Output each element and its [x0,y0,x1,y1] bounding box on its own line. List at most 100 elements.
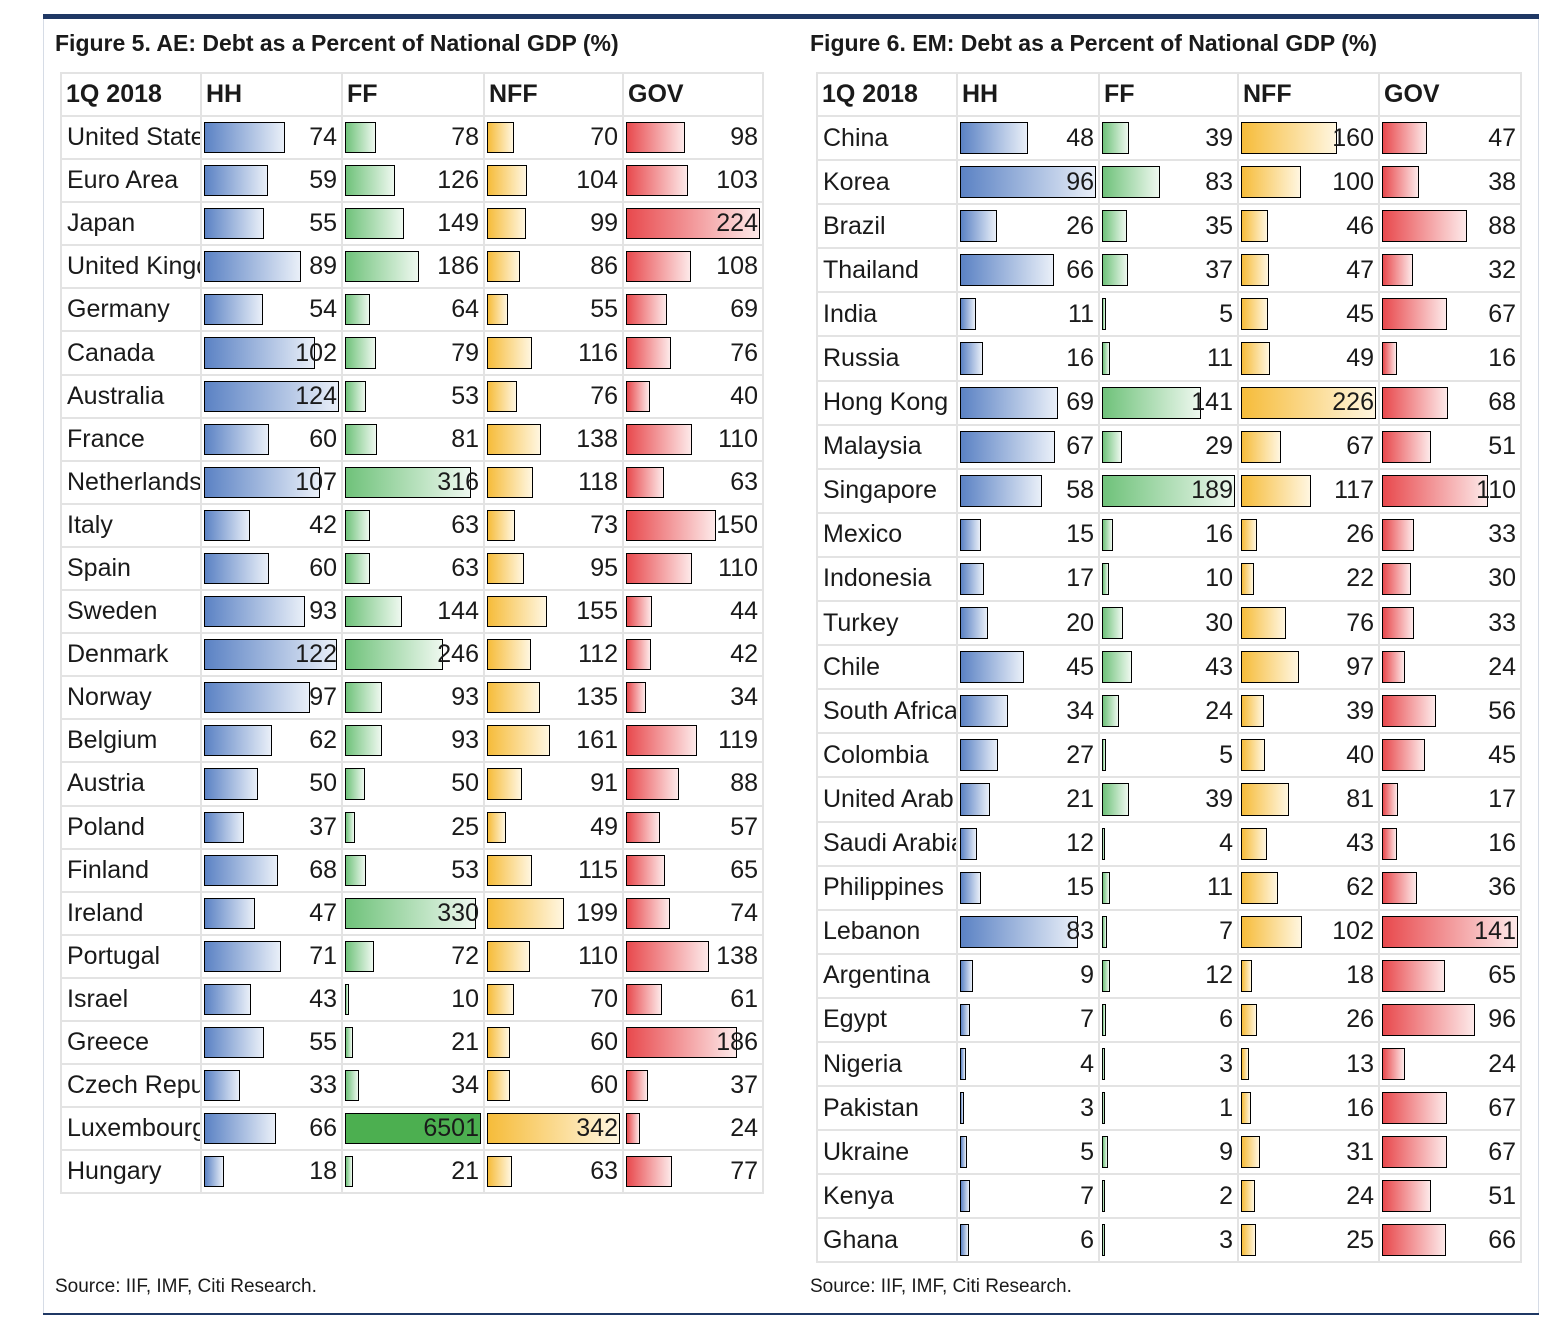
value-label-hh: 21 [1066,784,1094,813]
bar-gov [1382,122,1427,155]
cell-ff: 3 [1098,1040,1239,1088]
country-label: Philippines [816,864,958,911]
value-label-gov: 24 [730,1114,758,1143]
country-label: Sweden [60,589,202,635]
value-label-nff: 31 [1346,1137,1374,1166]
value-label-nff: 47 [1346,255,1374,284]
bar-nff [487,294,508,326]
cell-gov: 24 [1378,1040,1522,1088]
bar-ff [345,466,471,498]
value-label-gov: 56 [1488,696,1516,725]
bar-gov [1382,915,1518,948]
value-label-nff: 70 [590,984,618,1013]
bar-gov [626,294,667,326]
cell-nff: 91 [483,761,624,807]
bar-hh [204,639,337,671]
bar-gov [626,768,679,800]
table-row: Egypt 7 6 26 96 [816,996,1522,1043]
bar-hh [960,254,1054,287]
bar-gov [1382,1003,1475,1036]
value-label-nff: 63 [590,1157,618,1186]
bar-nff [1241,298,1268,331]
value-label-nff: 91 [590,769,618,798]
value-label-hh: 66 [309,1114,337,1143]
cell-hh: 60 [200,416,343,462]
value-label-hh: 45 [1066,652,1094,681]
bar-gov [1382,695,1436,728]
bar-nff [487,165,527,197]
cell-gov: 150 [622,502,764,548]
country-label: Czech Republic [60,1063,202,1109]
bar-nff [487,596,547,628]
header-row: 1Q 2018 HH FF NFF GOV [60,72,764,117]
bar-ff [1102,827,1105,860]
cell-hh: 4 [956,1040,1100,1088]
bar-gov [626,208,760,240]
cell-nff: 160 [1237,114,1380,162]
bar-ff [1102,1136,1108,1169]
country-label: France [60,416,202,462]
value-label-nff: 99 [590,209,618,238]
value-label-gov: 17 [1488,784,1516,813]
bar-hh [204,682,310,714]
value-label-ff: 30 [1205,608,1233,637]
bar-ff [345,122,376,154]
bar-ff [345,208,404,240]
cell-gov: 61 [622,976,764,1022]
cell-gov: 33 [1378,511,1522,558]
bar-hh [204,294,263,326]
cell-hh: 18 [200,1149,343,1195]
bar-ff [345,940,374,972]
bar-hh [204,1026,264,1059]
cell-ff: 24 [1098,688,1239,735]
bar-gov [626,423,692,455]
cell-gov: 16 [1378,335,1522,382]
cell-hh: 42 [200,502,343,548]
bar-nff [487,811,506,843]
value-label-nff: 81 [1346,784,1374,813]
value-label-hh: 68 [309,855,337,884]
country-label: Nigeria [816,1040,958,1088]
table-row: France 60 81 138 110 [60,416,764,462]
cell-ff: 64 [341,287,485,333]
cell-ff: 21 [341,1019,485,1066]
bar-ff [1102,915,1107,948]
cell-nff: 155 [483,589,624,635]
country-label: Israel [60,976,202,1022]
bar-hh [960,651,1024,684]
country-label: Italy [60,502,202,548]
bar-gov [626,466,664,498]
cell-ff: 12 [1098,952,1239,999]
value-label-hh: 89 [309,252,337,281]
value-label-hh: 20 [1066,608,1094,637]
bar-nff [1241,254,1269,287]
cell-gov: 57 [622,804,764,850]
cell-hh: 21 [956,776,1100,823]
table-row: Ireland 47 330 199 74 [60,890,764,936]
value-label-gov: 32 [1488,255,1516,284]
bar-gov [1382,430,1431,463]
value-label-hh: 42 [309,510,337,539]
column-header-1q-2018: 1Q 2018 [816,72,958,117]
cell-nff: 116 [483,330,624,376]
value-label-hh: 16 [1066,344,1094,373]
value-label-ff: 11 [1207,344,1233,373]
cell-hh: 107 [200,459,343,505]
value-label-gov: 47 [1488,123,1516,152]
cell-ff: 6501 [341,1106,485,1152]
bar-ff [345,1156,353,1188]
cell-ff: 63 [341,502,485,548]
cell-gov: 67 [1378,1085,1522,1132]
cell-hh: 43 [200,976,343,1022]
value-label-gov: 24 [1488,652,1516,681]
value-label-nff: 25 [1346,1225,1374,1254]
figure-6-panel: Figure 6. EM: Debt as a Percent of Natio… [810,26,1377,60]
value-label-gov: 40 [730,381,758,410]
value-label-nff: 26 [1346,1005,1374,1034]
country-label: Russia [816,335,958,382]
value-label-ff: 35 [1205,211,1233,240]
bar-ff [1102,210,1127,243]
bar-nff [487,639,531,671]
bar-nff [1241,122,1337,155]
column-header-gov: GOV [622,72,764,117]
